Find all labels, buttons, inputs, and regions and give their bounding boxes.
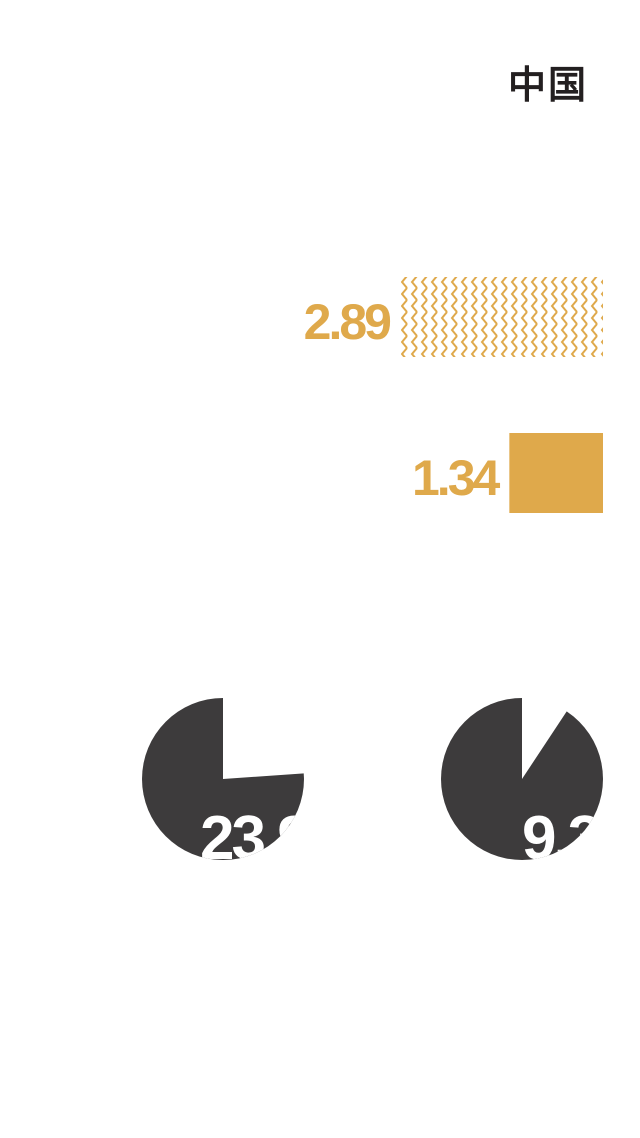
country-title: 中国 bbox=[507, 63, 588, 107]
bar-group: 2.89 1.34 bbox=[304, 277, 603, 513]
pie-gap-9-3 bbox=[522, 696, 568, 779]
bar-label-1-34: 1.34 bbox=[412, 450, 501, 506]
bar-1-34 bbox=[509, 433, 603, 513]
pie-group-23-9: 23.9% bbox=[142, 696, 363, 873]
bar-label-2-89: 2.89 bbox=[304, 294, 391, 350]
bar-2-89 bbox=[401, 277, 603, 357]
pie-gap-23-9 bbox=[223, 696, 306, 779]
pie-label-23-9: 23.9% bbox=[200, 804, 363, 873]
pie-group-9-3: 9.3% bbox=[441, 696, 640, 873]
pie-label-9-3: 9.3% bbox=[522, 804, 640, 873]
